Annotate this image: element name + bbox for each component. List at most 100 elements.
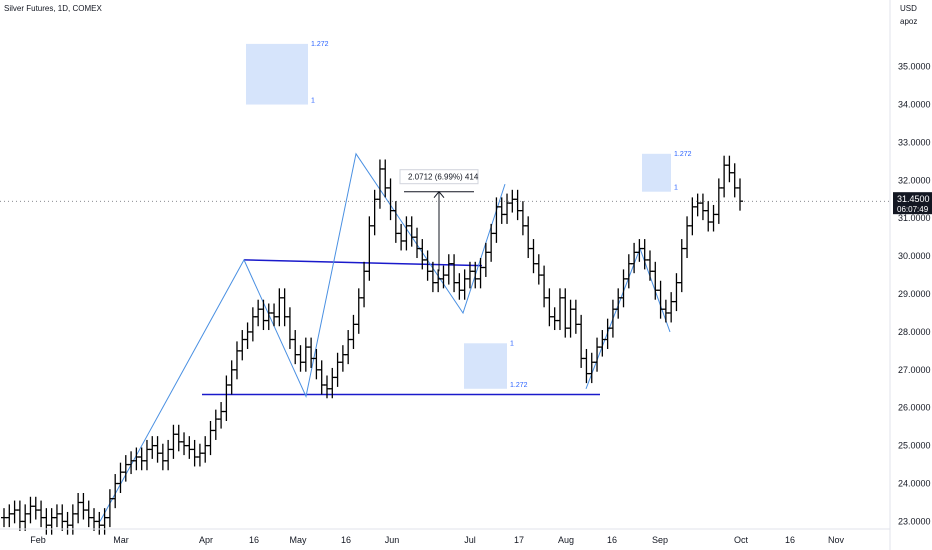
y-tick-label: 32.0000 [898,175,931,185]
ohlc-bar [366,216,373,281]
ohlc-bar [239,330,246,361]
ohlc-bar [32,496,39,520]
y-tick-label: 25.0000 [898,441,931,451]
ohlc-bar [445,254,452,285]
y-tick-label: 34.0000 [898,100,931,110]
ohlc-bar [48,508,55,535]
ohlc-bars [1,155,743,535]
last-price-value: 31.4500 [897,194,930,204]
ohlc-bar [244,322,251,349]
ohlc-bar [292,330,299,365]
ohlc-bar [392,201,399,243]
x-tick-label: Nov [828,535,845,545]
ohlc-bar [689,197,696,236]
ohlc-bar [398,223,405,251]
x-tick-label: 16 [785,535,795,545]
ohlc-bar [143,439,150,471]
ohlc-bar [276,288,283,327]
ohlc-bar [101,508,108,535]
fib-target-box [464,343,507,389]
x-tick-label: Sep [652,535,668,545]
ohlc-bar [551,307,558,331]
ohlc-bar [456,273,463,300]
ohlc-bar [488,223,495,262]
ohlc-bar [223,375,230,421]
ohlc-bar [705,201,712,232]
ohlc-bar [16,500,23,531]
currency-label: USD [900,4,917,13]
y-tick-label: 28.0000 [898,327,931,337]
x-tick-label: 17 [514,535,524,545]
ohlc-bar [43,508,50,535]
ohlc-bar [461,269,468,300]
ohlc-bar [721,155,728,198]
y-tick-label: 35.0000 [898,62,931,72]
fib-bottom-label: 1 [311,98,315,105]
ohlc-bar [175,424,182,452]
ohlc-bar [451,254,458,293]
ohlc-bar [440,265,447,289]
ohlc-bar [355,288,362,334]
ohlc-bar [233,341,240,380]
ohlc-bar [382,159,389,198]
ohlc-bar [562,288,569,338]
ohlc-bar [583,348,590,384]
ohlc-bar [652,261,659,300]
ohlc-bar [75,492,82,524]
ohlc-bar [604,318,611,349]
ohlc-bar [361,261,368,308]
ohlc-bar [196,443,203,467]
zigzag-wave-1 [99,152,506,522]
ohlc-bar [541,265,548,308]
ohlc-bar [636,239,643,262]
ohlc-bar [615,288,622,319]
ohlc-bar [646,250,653,281]
ohlc-bar [302,337,309,372]
fib-top-label: 1.272 [311,41,329,48]
ohlc-bar [710,204,717,232]
ohlc-bar [265,303,272,331]
ohlc-bar [38,500,45,528]
ohlc-bar [334,352,341,387]
ohlc-bar [429,261,436,293]
ohlc-bar [6,504,13,528]
ohlc-bar [620,269,627,308]
ohlc-bar [350,314,357,349]
ohlc-bar [414,227,421,259]
ohlc-bar [11,500,18,524]
x-tick-label: May [289,535,307,545]
last-price-badge [893,192,932,215]
ohlc-bar [525,216,532,259]
ohlc-bar [609,299,616,338]
ohlc-bar [154,436,161,463]
countdown-value: 06:07:49 [897,205,929,214]
ohlc-bar [424,250,431,281]
fib-top-label: 1.272 [674,151,692,158]
ohlc-bar [556,288,563,331]
ohlc-bar [218,402,225,429]
ohlc-bar [329,367,336,399]
ohlc-bar [212,409,219,440]
measure-label-box [399,169,479,185]
zigzag-wave-2 [585,247,671,389]
ohlc-bar [376,159,383,209]
ohlc-bar [80,492,87,520]
ohlc-bar [345,330,352,365]
ohlc-bar [403,216,410,251]
ohlc-bar [737,178,743,211]
ohlc-bar [297,345,304,372]
ohlc-bar [1,508,7,528]
ohlc-bar [731,163,738,198]
ohlc-bar [684,216,691,259]
measure-arrowhead [433,190,445,199]
chart-title: Silver Futures, 1D, COMEX [4,4,102,13]
ohlc-bar [85,500,92,528]
ohlc-bar [170,424,177,459]
ohlc-bar [271,303,278,327]
ohlc-bar [726,155,733,183]
ohlc-bar [255,299,262,327]
ohlc-bar [59,504,66,531]
